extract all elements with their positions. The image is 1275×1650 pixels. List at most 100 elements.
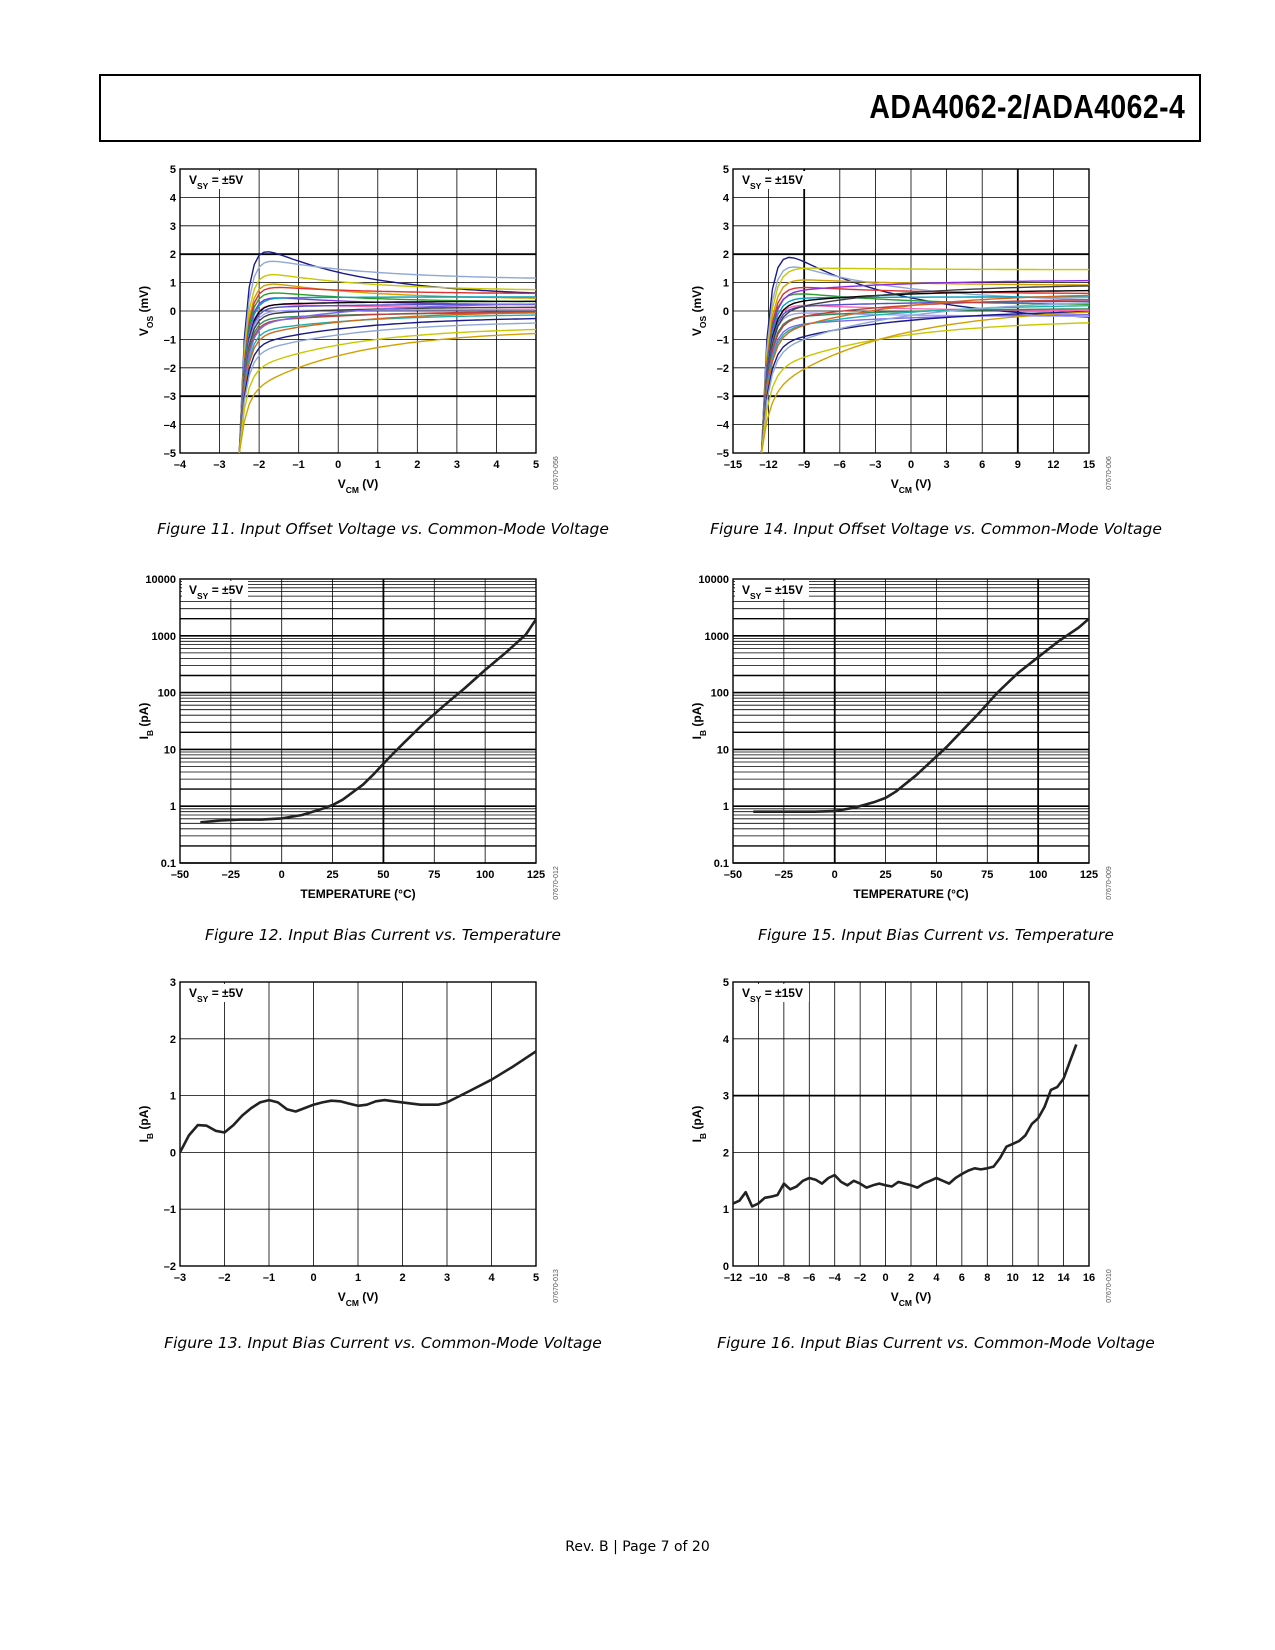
figure-code: 07670-012 [553, 866, 560, 900]
y-tick-label: 1000 [152, 631, 176, 643]
annotation-bg [182, 984, 248, 1002]
supply-annotation: VSY = ±15V [742, 173, 803, 191]
y-tick-label: 100 [711, 688, 729, 700]
offset-curve [760, 293, 1089, 453]
y-tick-label: 1 [170, 1091, 176, 1103]
offset-curve [760, 294, 1089, 453]
figure-caption: Figure 11. Input Offset Voltage vs. Comm… [157, 520, 609, 538]
offset-curve [238, 300, 536, 453]
y-tick-label: 10 [717, 744, 729, 756]
x-tick-label: –3 [174, 1272, 186, 1284]
y-tick-label: –3 [164, 391, 176, 403]
x-tick-label: –25 [775, 869, 793, 881]
y-tick-label: –2 [164, 1261, 176, 1273]
x-tick-label: 4 [493, 459, 500, 471]
y-tick-label: 2 [723, 1147, 729, 1159]
x-tick-label: 3 [944, 459, 950, 471]
offset-curve [238, 322, 536, 453]
x-tick-label: 6 [979, 459, 985, 471]
x-tick-label: 75 [428, 869, 440, 881]
y-tick-label: 3 [723, 1091, 729, 1103]
y-tick-label: 4 [723, 192, 730, 204]
figure-caption: Figure 12. Input Bias Current vs. Temper… [205, 926, 561, 944]
offset-curve [760, 296, 1089, 453]
data-series [200, 618, 536, 824]
y-tick-label: 4 [723, 1034, 730, 1046]
y-tick-label: –4 [717, 420, 730, 432]
page-header: ADA4062-2/ADA4062-4 [99, 74, 1201, 142]
x-tick-label: –50 [171, 869, 189, 881]
gridlines [732, 981, 1090, 1267]
y-tick-label: 5 [723, 164, 729, 176]
data-line [733, 1044, 1078, 1208]
annotation-bg [182, 581, 248, 599]
offset-curve [760, 279, 1089, 453]
data-line [753, 617, 1089, 813]
y-tick-label: 3 [170, 977, 176, 989]
x-tick-label: 0 [908, 459, 914, 471]
offset-curve [238, 311, 536, 453]
y-tick-label: 2 [723, 249, 729, 261]
x-tick-label: 6 [959, 1272, 965, 1284]
data-series [733, 1044, 1078, 1208]
offset-curve [238, 303, 536, 453]
x-tick-label: 25 [879, 869, 891, 881]
x-tick-label: 4 [488, 1272, 495, 1284]
data-series [753, 617, 1089, 813]
x-tick-label: 9 [1015, 459, 1021, 471]
figure-caption: Figure 15. Input Bias Current vs. Temper… [758, 926, 1114, 944]
x-tick-label: 50 [377, 869, 389, 881]
x-tick-label: –2 [218, 1272, 230, 1284]
y-tick-label: 0 [723, 1261, 729, 1273]
gridlines [732, 579, 1090, 864]
offset-curve [760, 311, 1089, 453]
x-tick-label: –6 [803, 1272, 815, 1284]
offset-curve [760, 311, 1089, 453]
y-tick-label: 0 [723, 306, 729, 318]
x-tick-label: –8 [778, 1272, 790, 1284]
x-axis-label: VCM (V) [338, 477, 379, 495]
y-tick-label: 0.1 [161, 858, 176, 870]
x-tick-label: 125 [1080, 869, 1098, 881]
supply-annotation: VSY = ±15V [742, 583, 803, 601]
figure-code: 07670-010 [1106, 1269, 1113, 1303]
y-tick-label: 1 [170, 278, 176, 290]
figure-caption: Figure 16. Input Bias Current vs. Common… [717, 1334, 1155, 1352]
x-tick-label: 0 [883, 1272, 889, 1284]
data-series [238, 251, 536, 453]
document-title: ADA4062-2/ADA4062-4 [869, 88, 1185, 125]
supply-annotation: VSY = ±15V [742, 986, 803, 1004]
plot-frame [732, 981, 1090, 1267]
x-tick-label: 3 [444, 1272, 450, 1284]
y-tick-label: 2 [170, 1034, 176, 1046]
x-tick-label: –12 [724, 1272, 742, 1284]
x-tick-label: 1 [355, 1272, 361, 1284]
x-tick-label: –4 [174, 459, 187, 471]
x-tick-label: 0 [832, 869, 838, 881]
y-tick-label: 3 [170, 221, 176, 233]
y-tick-label: 5 [170, 164, 176, 176]
x-tick-label: –6 [834, 459, 846, 471]
x-axis-label: TEMPERATURE (°C) [853, 887, 968, 901]
y-tick-label: 4 [170, 192, 177, 204]
y-tick-label: –3 [717, 391, 729, 403]
offset-curve [238, 273, 536, 453]
plot-frame [179, 981, 537, 1267]
annotation-bg [182, 171, 248, 189]
figure-code: 07670-013 [553, 1269, 560, 1303]
x-tick-label: 100 [1029, 869, 1047, 881]
annotation-bg [735, 984, 809, 1002]
y-tick-label: 10000 [145, 574, 176, 586]
offset-curve [238, 312, 536, 453]
chart-fig12: –50 –25 0 25 50 75 100 125 0.1 1 10 100 1000 10000 TEM… [137, 574, 560, 901]
x-tick-label: 5 [533, 459, 539, 471]
data-line [180, 1050, 536, 1154]
x-tick-label: 4 [933, 1272, 940, 1284]
offset-curve [760, 304, 1089, 453]
offset-curve [760, 322, 1089, 453]
y-tick-label: –4 [164, 420, 177, 432]
y-tick-label: –1 [164, 1204, 176, 1216]
x-tick-label: –3 [213, 459, 225, 471]
